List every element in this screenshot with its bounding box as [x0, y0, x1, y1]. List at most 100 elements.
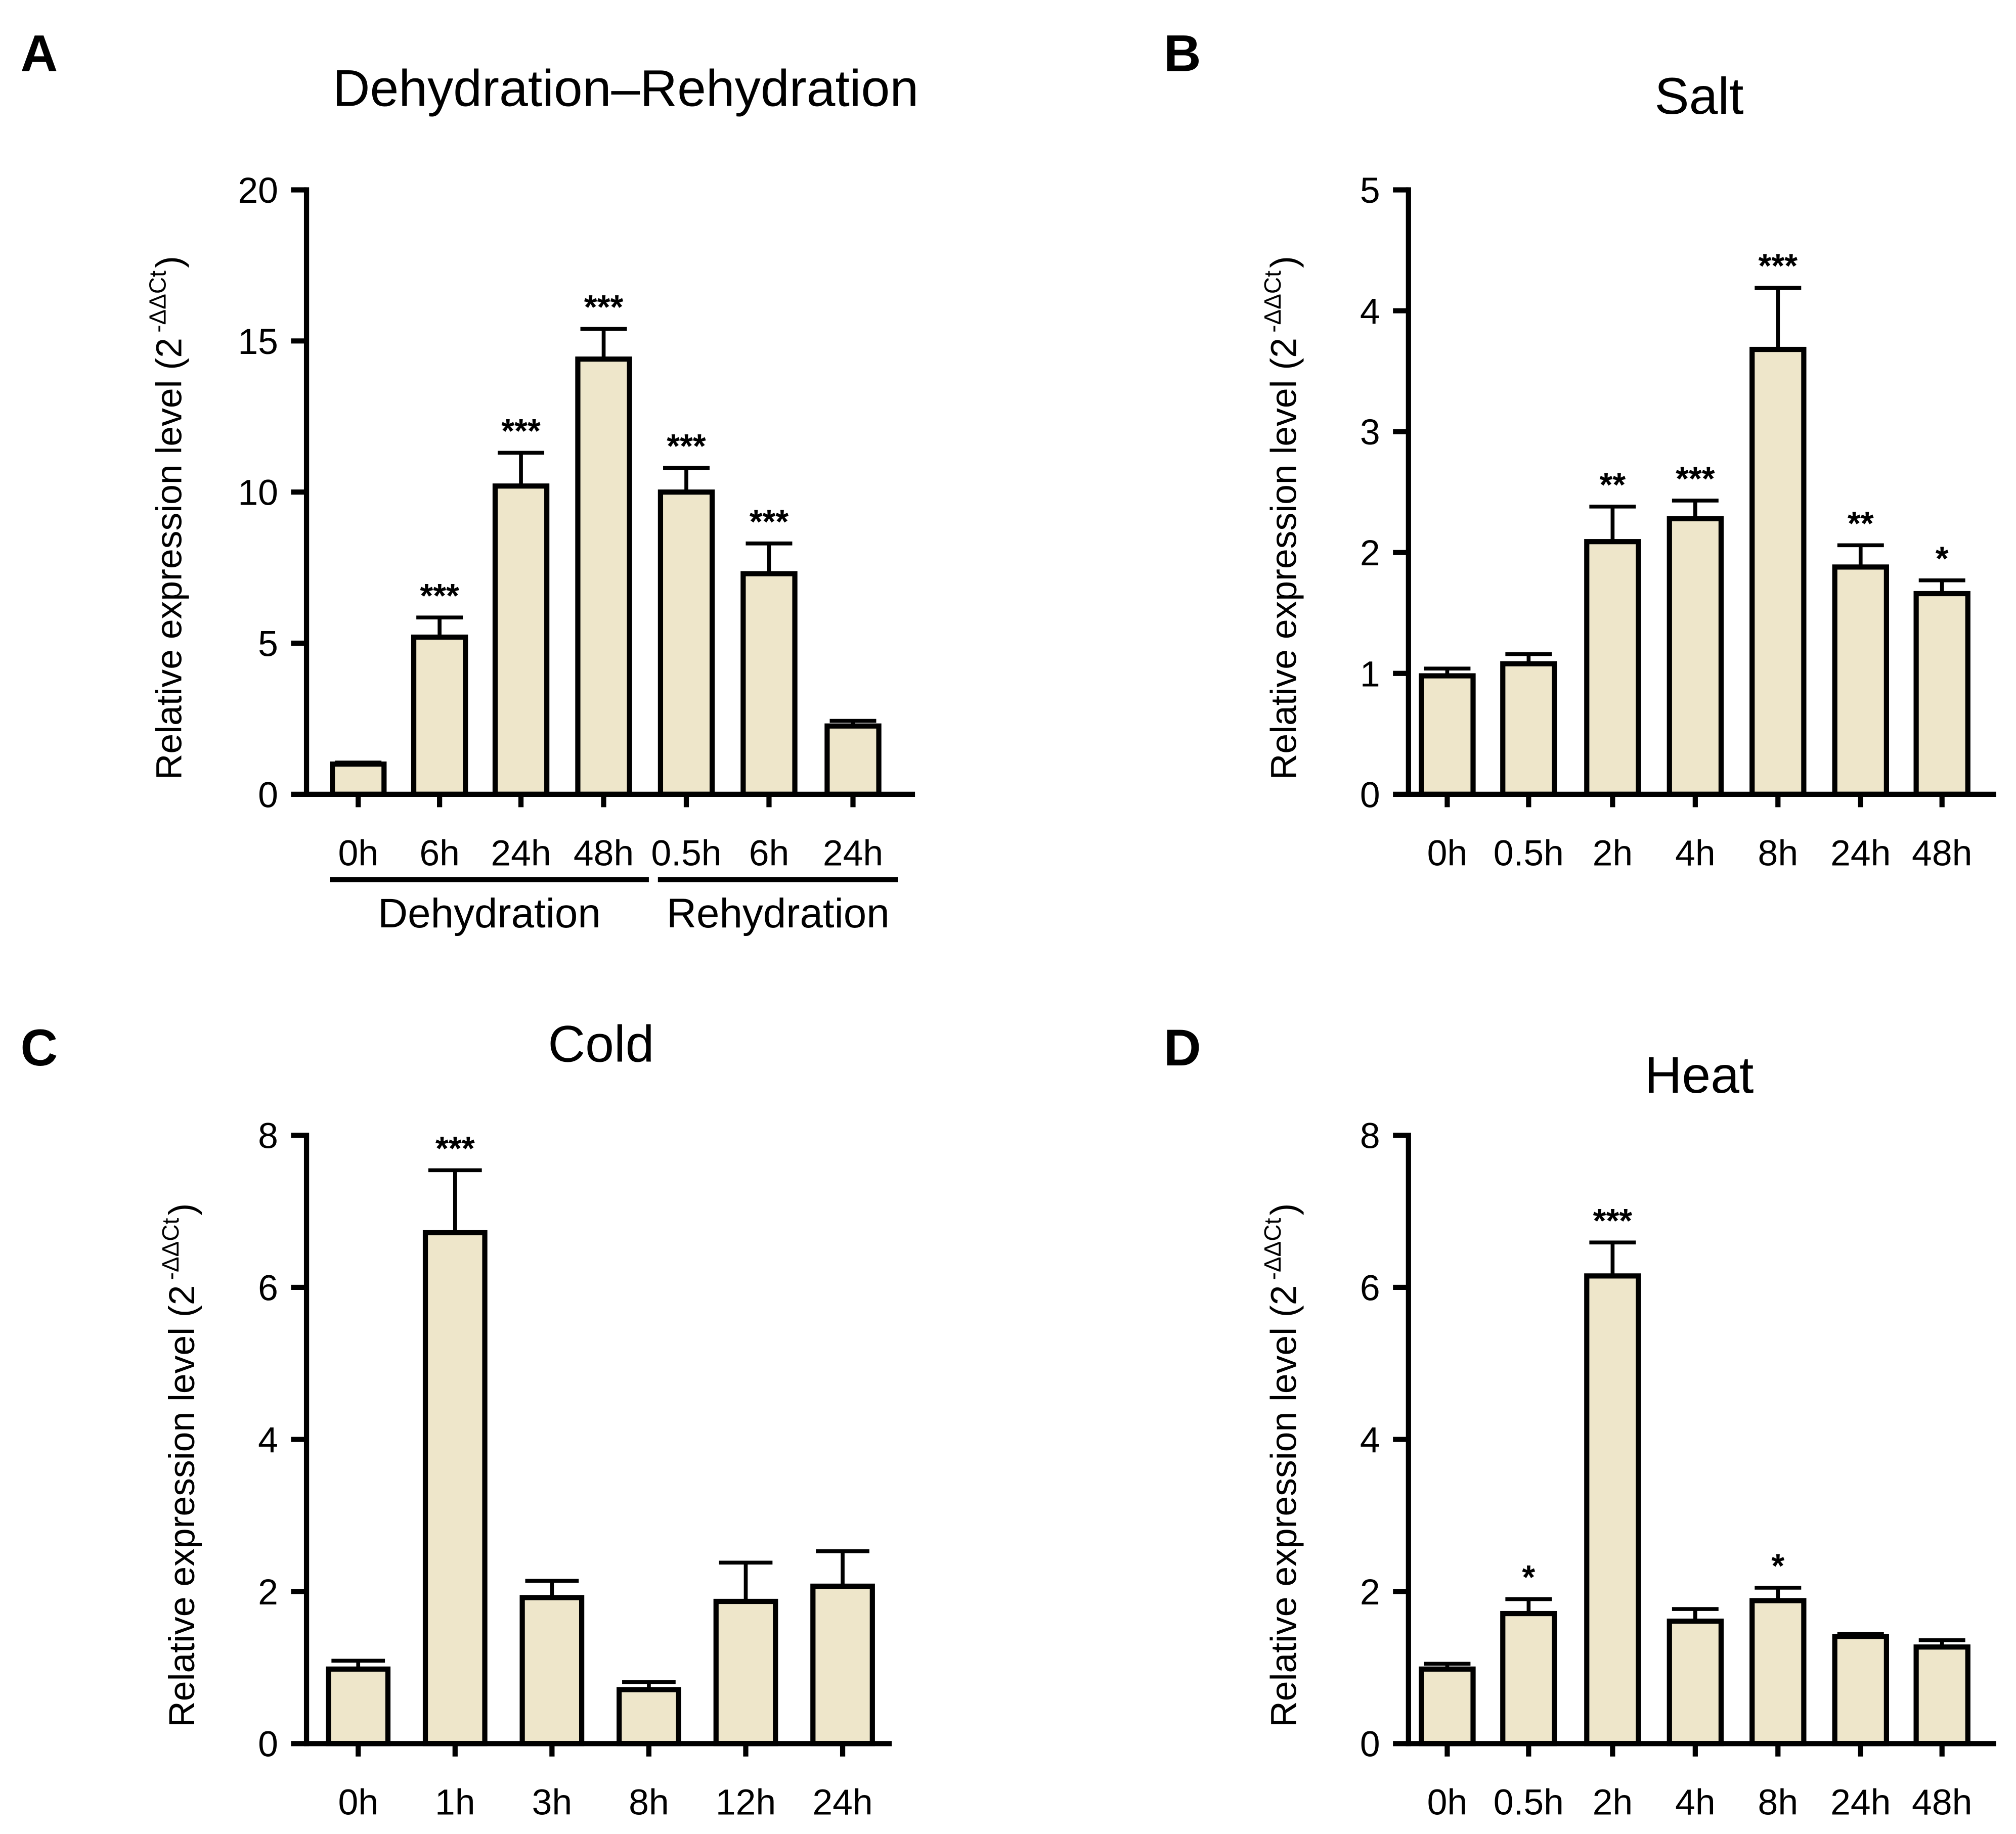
- bar: [326, 1666, 391, 1747]
- y-tick-label: 5: [1360, 170, 1380, 211]
- x-tick-label: 24h: [1830, 833, 1891, 873]
- bar: [1832, 1634, 1889, 1747]
- y-label-superscript: -ΔΔCt: [145, 271, 171, 333]
- panel-letter: B: [1164, 24, 1201, 82]
- significance-label: ***: [1676, 460, 1715, 498]
- y-label-text: Relative expression level (2: [162, 1285, 202, 1727]
- bar: [330, 761, 387, 797]
- x-tick-label: 48h: [574, 833, 634, 873]
- y-tick-label: 0: [1360, 775, 1380, 815]
- significance-label: ***: [1593, 1202, 1633, 1240]
- x-tick-label: 48h: [1912, 833, 1972, 873]
- significance-label: **: [1848, 505, 1874, 543]
- chart-title: Cold: [548, 1015, 654, 1073]
- significance-label: ***: [420, 577, 459, 615]
- y-axis-label: Relative expression level (2 -ΔΔCt): [1259, 1203, 1304, 1727]
- x-tick-label: 6h: [749, 833, 790, 873]
- chart-title: Dehydration–Rehydration: [333, 59, 919, 117]
- bar: [1913, 591, 1970, 797]
- x-tick-label: 6h: [419, 833, 460, 873]
- y-label-superscript: -ΔΔCt: [1259, 1218, 1286, 1280]
- significance-label: *: [1936, 540, 1949, 577]
- y-label-close: ): [1264, 256, 1304, 268]
- x-tick-label: 0h: [1427, 833, 1468, 873]
- x-tick-label: 8h: [1758, 1782, 1799, 1823]
- panel-letter: D: [1164, 1019, 1201, 1077]
- panel-a: A Dehydration–Rehydration Relative express…: [20, 24, 918, 936]
- x-tick-label: 8h: [629, 1782, 669, 1823]
- x-tick-label: 24h: [823, 833, 883, 873]
- bar: [1749, 1598, 1807, 1747]
- panel-letter: C: [20, 1019, 58, 1077]
- bar: [1500, 1611, 1557, 1747]
- bar: [422, 1230, 488, 1747]
- y-label-text: Relative expression level (2: [1264, 338, 1304, 780]
- y-tick-label: 20: [238, 170, 278, 211]
- bar: [824, 723, 882, 797]
- x-tick-label: 3h: [532, 1782, 573, 1823]
- panel-b: B Salt Relative expression level (2 -ΔΔCt) 0…: [1164, 24, 1996, 873]
- y-tick-label: 4: [1360, 1420, 1380, 1460]
- y-tick-label: 0: [258, 775, 278, 815]
- significance-label: **: [1600, 466, 1626, 504]
- x-tick-label: 4h: [1675, 833, 1716, 873]
- bar: [1419, 673, 1476, 797]
- x-tick-label: 48h: [1912, 1782, 1972, 1823]
- y-tick-label: 2: [1360, 533, 1380, 573]
- significance-label: *: [1771, 1547, 1784, 1585]
- x-tick-label: 24h: [812, 1782, 872, 1823]
- bar: [492, 483, 550, 797]
- x-tick-label: 0.5h: [1494, 1782, 1564, 1823]
- bar: [1419, 1666, 1476, 1747]
- x-tick-label: 4h: [1675, 1782, 1716, 1823]
- group-label: Dehydration: [378, 890, 601, 936]
- bar: [1584, 539, 1641, 797]
- y-tick-label: 6: [1360, 1268, 1380, 1308]
- panel-letter: A: [20, 24, 58, 82]
- bar: [1584, 1273, 1641, 1747]
- y-label-superscript: -ΔΔCt: [157, 1218, 184, 1280]
- panel-c: C Cold Relative expression level (2 -ΔΔCt) 0…: [20, 1015, 892, 1823]
- x-tick-label: 0h: [1427, 1782, 1468, 1823]
- bar: [1749, 346, 1807, 797]
- x-tick-label: 0.5h: [651, 833, 721, 873]
- significance-label: ***: [750, 503, 789, 541]
- y-tick-label: 4: [258, 1420, 278, 1460]
- bar: [617, 1687, 681, 1747]
- bar: [575, 356, 632, 797]
- bar: [519, 1595, 585, 1747]
- y-tick-label: 10: [238, 473, 278, 513]
- x-tick-label: 1h: [435, 1782, 475, 1823]
- bar: [713, 1598, 778, 1747]
- significance-label: ***: [501, 413, 541, 450]
- x-tick-label: 12h: [716, 1782, 776, 1823]
- group-label: Rehydration: [667, 890, 890, 936]
- y-label-close: ): [1264, 1203, 1304, 1216]
- x-tick-label: 0h: [338, 1782, 378, 1823]
- bar: [1667, 516, 1724, 797]
- y-tick-label: 1: [1360, 654, 1380, 694]
- y-axis-label: Relative expression level (2 -ΔΔCt): [145, 256, 190, 780]
- significance-label: ***: [667, 428, 706, 465]
- y-tick-label: 2: [258, 1572, 278, 1613]
- x-tick-label: 2h: [1593, 833, 1633, 873]
- bar: [1667, 1618, 1724, 1747]
- bar: [411, 634, 468, 797]
- y-tick-label: 15: [238, 322, 278, 362]
- y-label-text: Relative expression level (2: [1264, 1285, 1304, 1727]
- y-tick-label: 2: [1360, 1572, 1380, 1613]
- x-tick-label: 0h: [338, 833, 378, 873]
- y-axis-label: Relative expression level (2 -ΔΔCt): [1259, 256, 1304, 780]
- y-label-superscript: -ΔΔCt: [1259, 271, 1286, 333]
- y-label-close: ): [162, 1203, 202, 1216]
- y-tick-label: 4: [1360, 291, 1380, 332]
- y-tick-label: 0: [258, 1724, 278, 1765]
- significance-label: *: [1522, 1559, 1535, 1596]
- y-tick-label: 0: [1360, 1724, 1380, 1765]
- significance-label: ***: [1759, 248, 1798, 285]
- y-tick-label: 3: [1360, 412, 1380, 453]
- bar: [658, 489, 715, 797]
- bar: [810, 1583, 875, 1747]
- bar: [1832, 564, 1889, 797]
